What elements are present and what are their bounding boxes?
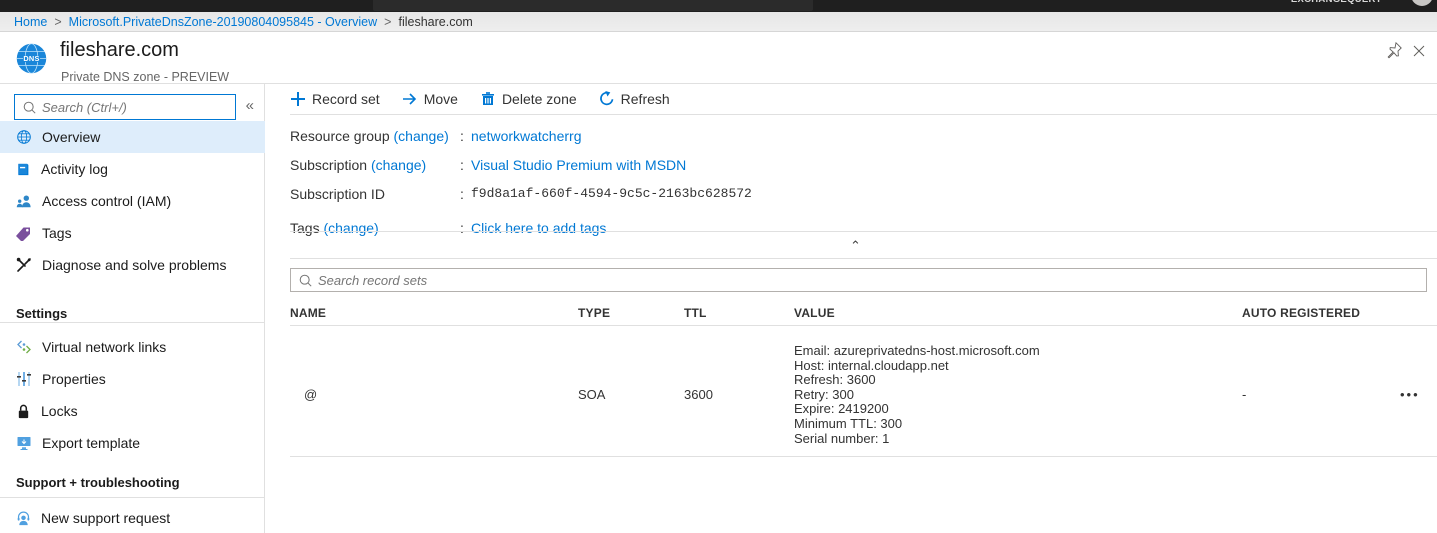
svg-text:DNS: DNS <box>23 54 39 63</box>
